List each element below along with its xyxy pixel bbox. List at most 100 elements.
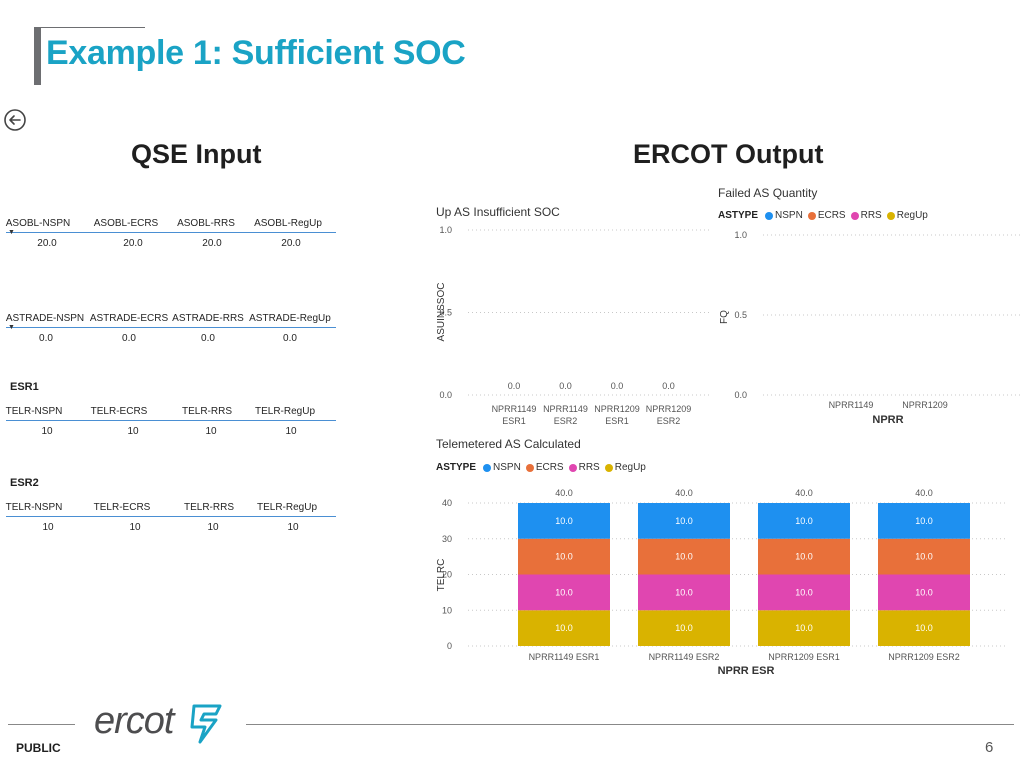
data-label: 0.0 (611, 381, 624, 391)
x-tick-label: NPRR1209 (594, 404, 640, 414)
bar-segment (758, 610, 850, 646)
y-tick-label: 20 (442, 570, 452, 580)
table-cell: 0.0 (39, 333, 53, 344)
total-label: 40.0 (675, 488, 693, 498)
legend-item[interactable]: RRS (568, 462, 600, 473)
x-axis-label: NPRR (872, 414, 903, 426)
failed-as-quantity-chart[interactable]: 0.0 0.5 1.0 FQ NPRR1149 NPRR1209 NPRR (715, 225, 1020, 430)
bar-segment (638, 538, 730, 575)
telemetered-as-calculated-chart[interactable]: 0 10 20 30 40 TELRC 10.0 10.0 10.0 10.0 40.0 NPRR11… (420, 480, 1020, 685)
x-axis-label: NPRR ESR (718, 665, 775, 677)
total-label: 40.0 (795, 488, 813, 498)
x-tick-label: ESR2 (554, 416, 578, 426)
table-header-row: TELR-NSPN TELR-ECRS TELR-RRS TELR-RegUp (6, 404, 336, 421)
column-header[interactable]: ASTRADE-ECRS (89, 313, 169, 324)
x-tick-label: NPRR1149 (492, 404, 537, 414)
column-header[interactable]: ASTRADE-NSPN (5, 313, 85, 324)
table-cell: 10 (41, 426, 53, 437)
data-label: 10.0 (795, 587, 813, 597)
column-header[interactable]: ASOBL-RegUp (254, 218, 322, 229)
chart-legend: ASTYPE NSPN ECRS RRS RegUp (436, 462, 646, 473)
column-header[interactable]: TELR-RegUp (254, 406, 316, 417)
legend-dot-icon (886, 211, 895, 220)
total-label: 40.0 (915, 488, 933, 498)
footer-rule (246, 724, 1014, 725)
legend-item[interactable]: NSPN (483, 462, 521, 473)
table-row: 10 10 10 10 (6, 421, 336, 439)
column-header[interactable]: ASOBL-ECRS (93, 218, 159, 229)
chart-title: Telemetered AS Calculated (436, 437, 581, 451)
data-label: 10.0 (795, 623, 813, 633)
legend-dot-icon (604, 463, 613, 472)
column-header[interactable]: ASTRADE-RRS (172, 313, 244, 324)
x-tick-label: ESR2 (657, 416, 681, 426)
data-label: 0.0 (559, 381, 572, 391)
column-header[interactable]: ASTRADE-RegUp (249, 313, 331, 324)
x-tick-label: NPRR1209 ESR2 (888, 652, 960, 662)
title-accent-bar (34, 27, 41, 85)
x-tick-label: NPRR1149 ESR2 (649, 652, 720, 662)
column-header[interactable]: TELR-ECRS (90, 406, 148, 417)
y-tick-label: 0.0 (734, 390, 747, 400)
column-header[interactable]: TELR-ECRS (93, 502, 151, 513)
column-header[interactable]: TELR-RRS (181, 406, 232, 417)
y-axis-label: ASUINSSOC (436, 283, 447, 342)
bar-segment (518, 503, 610, 539)
legend-dot-icon (483, 463, 492, 472)
back-arrow-icon[interactable] (3, 108, 27, 132)
y-axis-label: TELRC (436, 559, 447, 592)
table-row: 0.0 0.0 0.0 0.0 (6, 328, 336, 346)
sort-caret-icon[interactable]: ▼ (8, 229, 15, 236)
legend-item[interactable]: NSPN (765, 210, 803, 221)
legend-dot-icon (807, 211, 816, 220)
x-tick-label: NPRR1149 (829, 400, 874, 410)
sort-caret-icon[interactable]: ▼ (8, 324, 15, 331)
table-cell: 0.0 (201, 333, 215, 344)
total-label: 40.0 (555, 488, 573, 498)
up-as-insufficient-soc-chart[interactable]: 0.0 0.5 1.0 ASUINSSOC 0.0 NPRR1149 ESR1 0.0 NPRR… (420, 220, 710, 435)
legend-item[interactable]: ECRS (525, 462, 564, 473)
legend-item[interactable]: RegUp (604, 462, 646, 473)
legend-label: RegUp (614, 462, 646, 473)
column-header[interactable]: ASOBL-RRS (177, 218, 235, 229)
ercot-output-heading: ERCOT Output (633, 139, 824, 169)
ercot-bolt-icon (190, 704, 222, 744)
table-cell: 10 (205, 426, 217, 437)
y-axis-label: FQ (719, 310, 730, 324)
column-header[interactable]: TELR-NSPN (5, 406, 63, 417)
esr2-label: ESR2 (10, 477, 39, 489)
bar-segment (518, 574, 610, 611)
bar-segment (758, 574, 850, 611)
legend-item[interactable]: RegUp (886, 210, 928, 221)
data-label: 10.0 (555, 552, 573, 562)
logo-wordmark: ercot (94, 700, 174, 742)
data-label: 10.0 (675, 552, 693, 562)
legend-label: NSPN (775, 210, 803, 221)
column-header[interactable]: TELR-NSPN (5, 502, 63, 513)
legend-dot-icon (568, 463, 577, 472)
column-header[interactable]: TELR-RRS (183, 502, 234, 513)
data-label: 10.0 (795, 516, 813, 526)
x-tick-label: NPRR1149 ESR1 (529, 652, 600, 662)
page-number: 6 (985, 739, 994, 756)
title-rule (41, 27, 145, 28)
data-label: 10.0 (555, 587, 573, 597)
legend-item[interactable]: ECRS (807, 210, 846, 221)
footer-rule (8, 724, 75, 725)
legend-item[interactable]: RRS (850, 210, 882, 221)
data-label: 10.0 (555, 623, 573, 633)
slide-title: Example 1: Sufficient SOC (46, 34, 466, 72)
bar-segment (878, 538, 970, 575)
legend-label: RRS (860, 210, 882, 221)
data-label: 10.0 (915, 516, 933, 526)
column-header[interactable]: TELR-RegUp (256, 502, 318, 513)
data-label: 10.0 (915, 587, 933, 597)
y-tick-label: 10 (442, 605, 452, 615)
data-label: 0.0 (662, 381, 675, 391)
bar-segment (878, 574, 970, 611)
data-label: 10.0 (915, 552, 933, 562)
esr1-table: TELR-NSPN TELR-ECRS TELR-RRS TELR-RegUp … (6, 404, 336, 439)
column-header[interactable]: ASOBL-NSPN (5, 218, 71, 229)
y-tick-label: 30 (442, 534, 452, 544)
legend-label: RRS (578, 462, 600, 473)
